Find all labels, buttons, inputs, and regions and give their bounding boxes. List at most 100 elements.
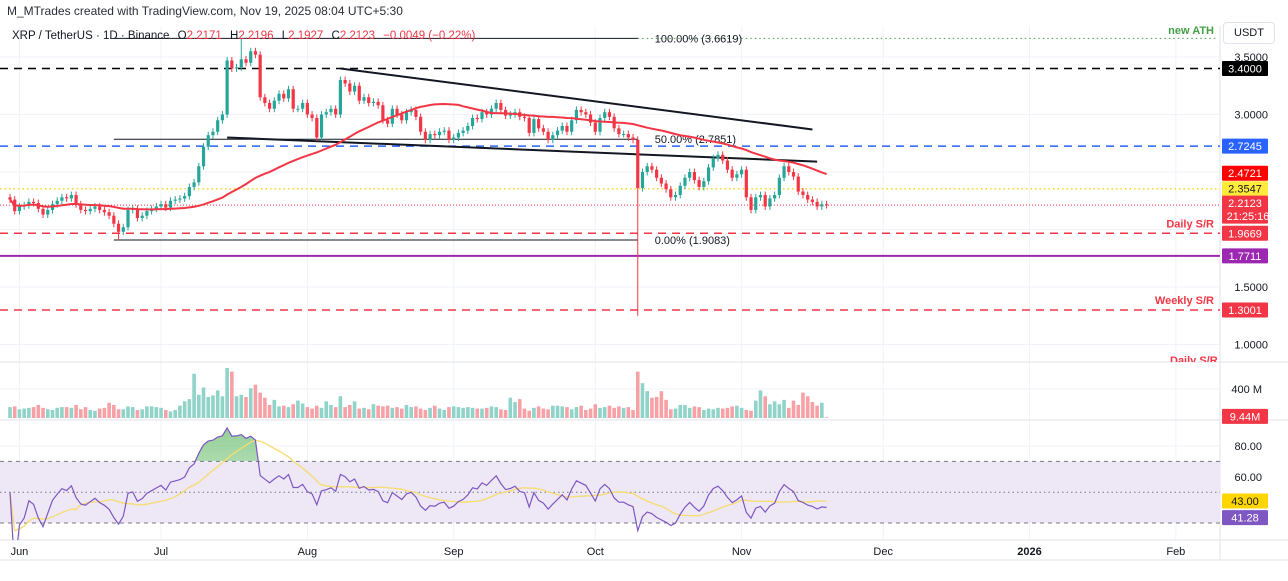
volume-bar	[197, 394, 201, 418]
volume-bar	[522, 408, 527, 418]
volume-bar	[541, 408, 546, 418]
candle-body	[721, 154, 725, 161]
upper-trendline[interactable]	[340, 67, 813, 131]
volume-bar	[168, 411, 173, 418]
symbol-name[interactable]: XRP / TetherUS · 1D · Binance	[12, 30, 170, 42]
rsi-tag: 41.28	[1231, 513, 1259, 525]
volume-bar	[404, 404, 409, 418]
fibonacci-retracement[interactable]: 100.00% (3.6619) 50.00% (2.7851) 0.00% (1.…	[113, 33, 742, 247]
volume-bar	[650, 397, 654, 418]
volume-bar	[305, 407, 310, 418]
volume-bar	[503, 410, 508, 418]
volume-bar	[772, 401, 777, 418]
close-label: C	[331, 30, 340, 42]
candle-body	[17, 206, 22, 212]
candle-body	[126, 209, 130, 228]
volume-bar	[399, 408, 404, 418]
volume-bar	[277, 406, 281, 418]
candle-body	[381, 105, 385, 121]
candle-body	[310, 114, 314, 118]
volume-bar	[532, 407, 536, 418]
open-value: 2.2171	[186, 30, 222, 42]
candle-body	[603, 112, 607, 118]
candle-body	[282, 93, 286, 99]
candle-body	[494, 103, 498, 109]
volume-bar	[442, 410, 447, 418]
volume-bar	[178, 405, 182, 418]
candle-body	[782, 166, 786, 178]
candle-body	[263, 97, 267, 103]
volume-bar	[574, 407, 579, 418]
volume-bar	[315, 405, 319, 418]
symbol-legend: XRP / TetherUS · 1D · Binance O2.2171 H2…	[12, 30, 475, 42]
candle-body	[669, 189, 673, 198]
currency-button[interactable]: USDT	[1223, 22, 1275, 44]
volume-bar	[782, 399, 786, 418]
volume-bar	[654, 396, 659, 418]
sma-price-tag: 2.4721	[1228, 168, 1262, 180]
candle-body	[579, 109, 583, 113]
volume-bar	[560, 406, 565, 418]
volume-bar	[579, 405, 583, 418]
candle-body	[758, 195, 763, 198]
rsi-line	[9, 426, 827, 540]
candle-body	[428, 134, 432, 140]
volume-bar	[824, 417, 829, 418]
volume-bar	[121, 409, 126, 418]
candle-body	[32, 201, 36, 204]
time-label-nov: Nov	[732, 546, 752, 558]
volume-bar	[173, 410, 177, 418]
price-tag-1.9669-bg	[1222, 225, 1268, 241]
volume-bar	[352, 401, 357, 418]
candle-body	[692, 172, 696, 181]
candle-body	[268, 103, 272, 109]
price-tags: 3.4000 2.7245 2.3547 1.9669 1.7711 1.3001 2.47…	[1222, 61, 1269, 526]
time-axis[interactable]: Jun Jul Aug Sep Oct Nov Dec 2026 Feb	[11, 546, 1186, 558]
volume-bar	[239, 394, 244, 418]
candle-body	[27, 201, 31, 206]
volume-bar	[211, 395, 215, 418]
volume-bar	[489, 406, 494, 418]
candle-body	[187, 186, 191, 197]
time-label-jun: Jun	[11, 546, 29, 558]
candle-body	[470, 117, 475, 126]
volume-bar	[381, 406, 385, 418]
volume-bar	[60, 407, 64, 418]
candle-body	[631, 137, 635, 140]
volume-bar	[711, 409, 716, 418]
volume-bar	[466, 407, 470, 418]
candle-body	[702, 181, 706, 187]
volume-bar	[371, 404, 376, 418]
candle-body	[145, 211, 149, 216]
candle-body	[740, 169, 744, 175]
volume-bar	[366, 409, 371, 418]
candle-body	[93, 206, 97, 209]
volume-bar	[706, 408, 711, 418]
candle-body	[371, 101, 376, 103]
volume-bar	[475, 408, 480, 418]
candle-body	[230, 60, 234, 69]
candle-body	[508, 114, 512, 116]
volume-bar	[159, 407, 163, 418]
candle-body	[362, 97, 366, 101]
volume-bar	[607, 405, 612, 418]
volume-bar	[456, 407, 461, 418]
rsi-pane	[9, 426, 827, 540]
candle-body	[348, 83, 352, 92]
volume-bar	[230, 371, 234, 418]
candle-body	[319, 114, 324, 138]
candle-body	[55, 200, 59, 205]
volume-bar	[22, 408, 26, 418]
volume-bar	[551, 405, 555, 418]
volume-bar	[640, 383, 645, 418]
candle-body	[65, 197, 69, 199]
candle-body	[386, 120, 390, 124]
volume-bar	[617, 406, 621, 418]
volume-bar	[702, 410, 706, 418]
low-label: L	[281, 30, 289, 42]
candle-body	[485, 112, 489, 115]
candle-body	[475, 117, 479, 120]
price-tag-1.9669: 1.9669	[1228, 228, 1262, 240]
